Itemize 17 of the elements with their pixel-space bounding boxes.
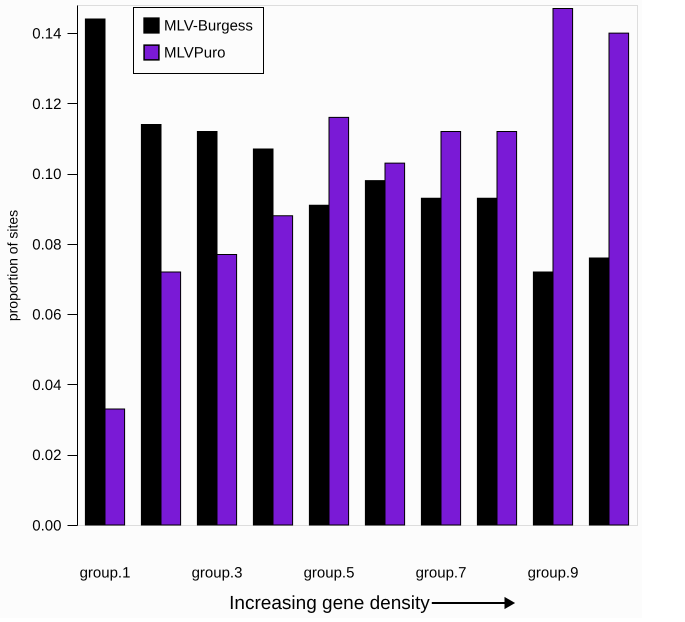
y-tick-label: 0.04 [32,376,62,394]
x-tick-label: group.9 [528,564,578,582]
y-tick-label: 0.02 [32,447,62,464]
y-tick-label: 0.00 [32,518,62,534]
y-tick-label: 0.12 [32,96,62,113]
x-tick-label: group.5 [304,564,354,582]
x-tick-label: group.1 [80,564,130,582]
legend-label: MLV-Burgess [164,18,253,34]
legend-label: MLVPuro [164,44,226,62]
x-tick-label: group.7 [416,564,466,582]
y-tick-label: 0.10 [32,166,62,184]
y-tick-label: 0.06 [32,306,62,324]
x-axis-title: Increasing gene density [229,593,430,614]
y-axis-title: proportion of sites [4,210,20,322]
x-tick-label: group.3 [192,564,242,582]
y-tick-label: 0.08 [32,236,62,254]
y-tick-label: 0.14 [32,26,62,43]
